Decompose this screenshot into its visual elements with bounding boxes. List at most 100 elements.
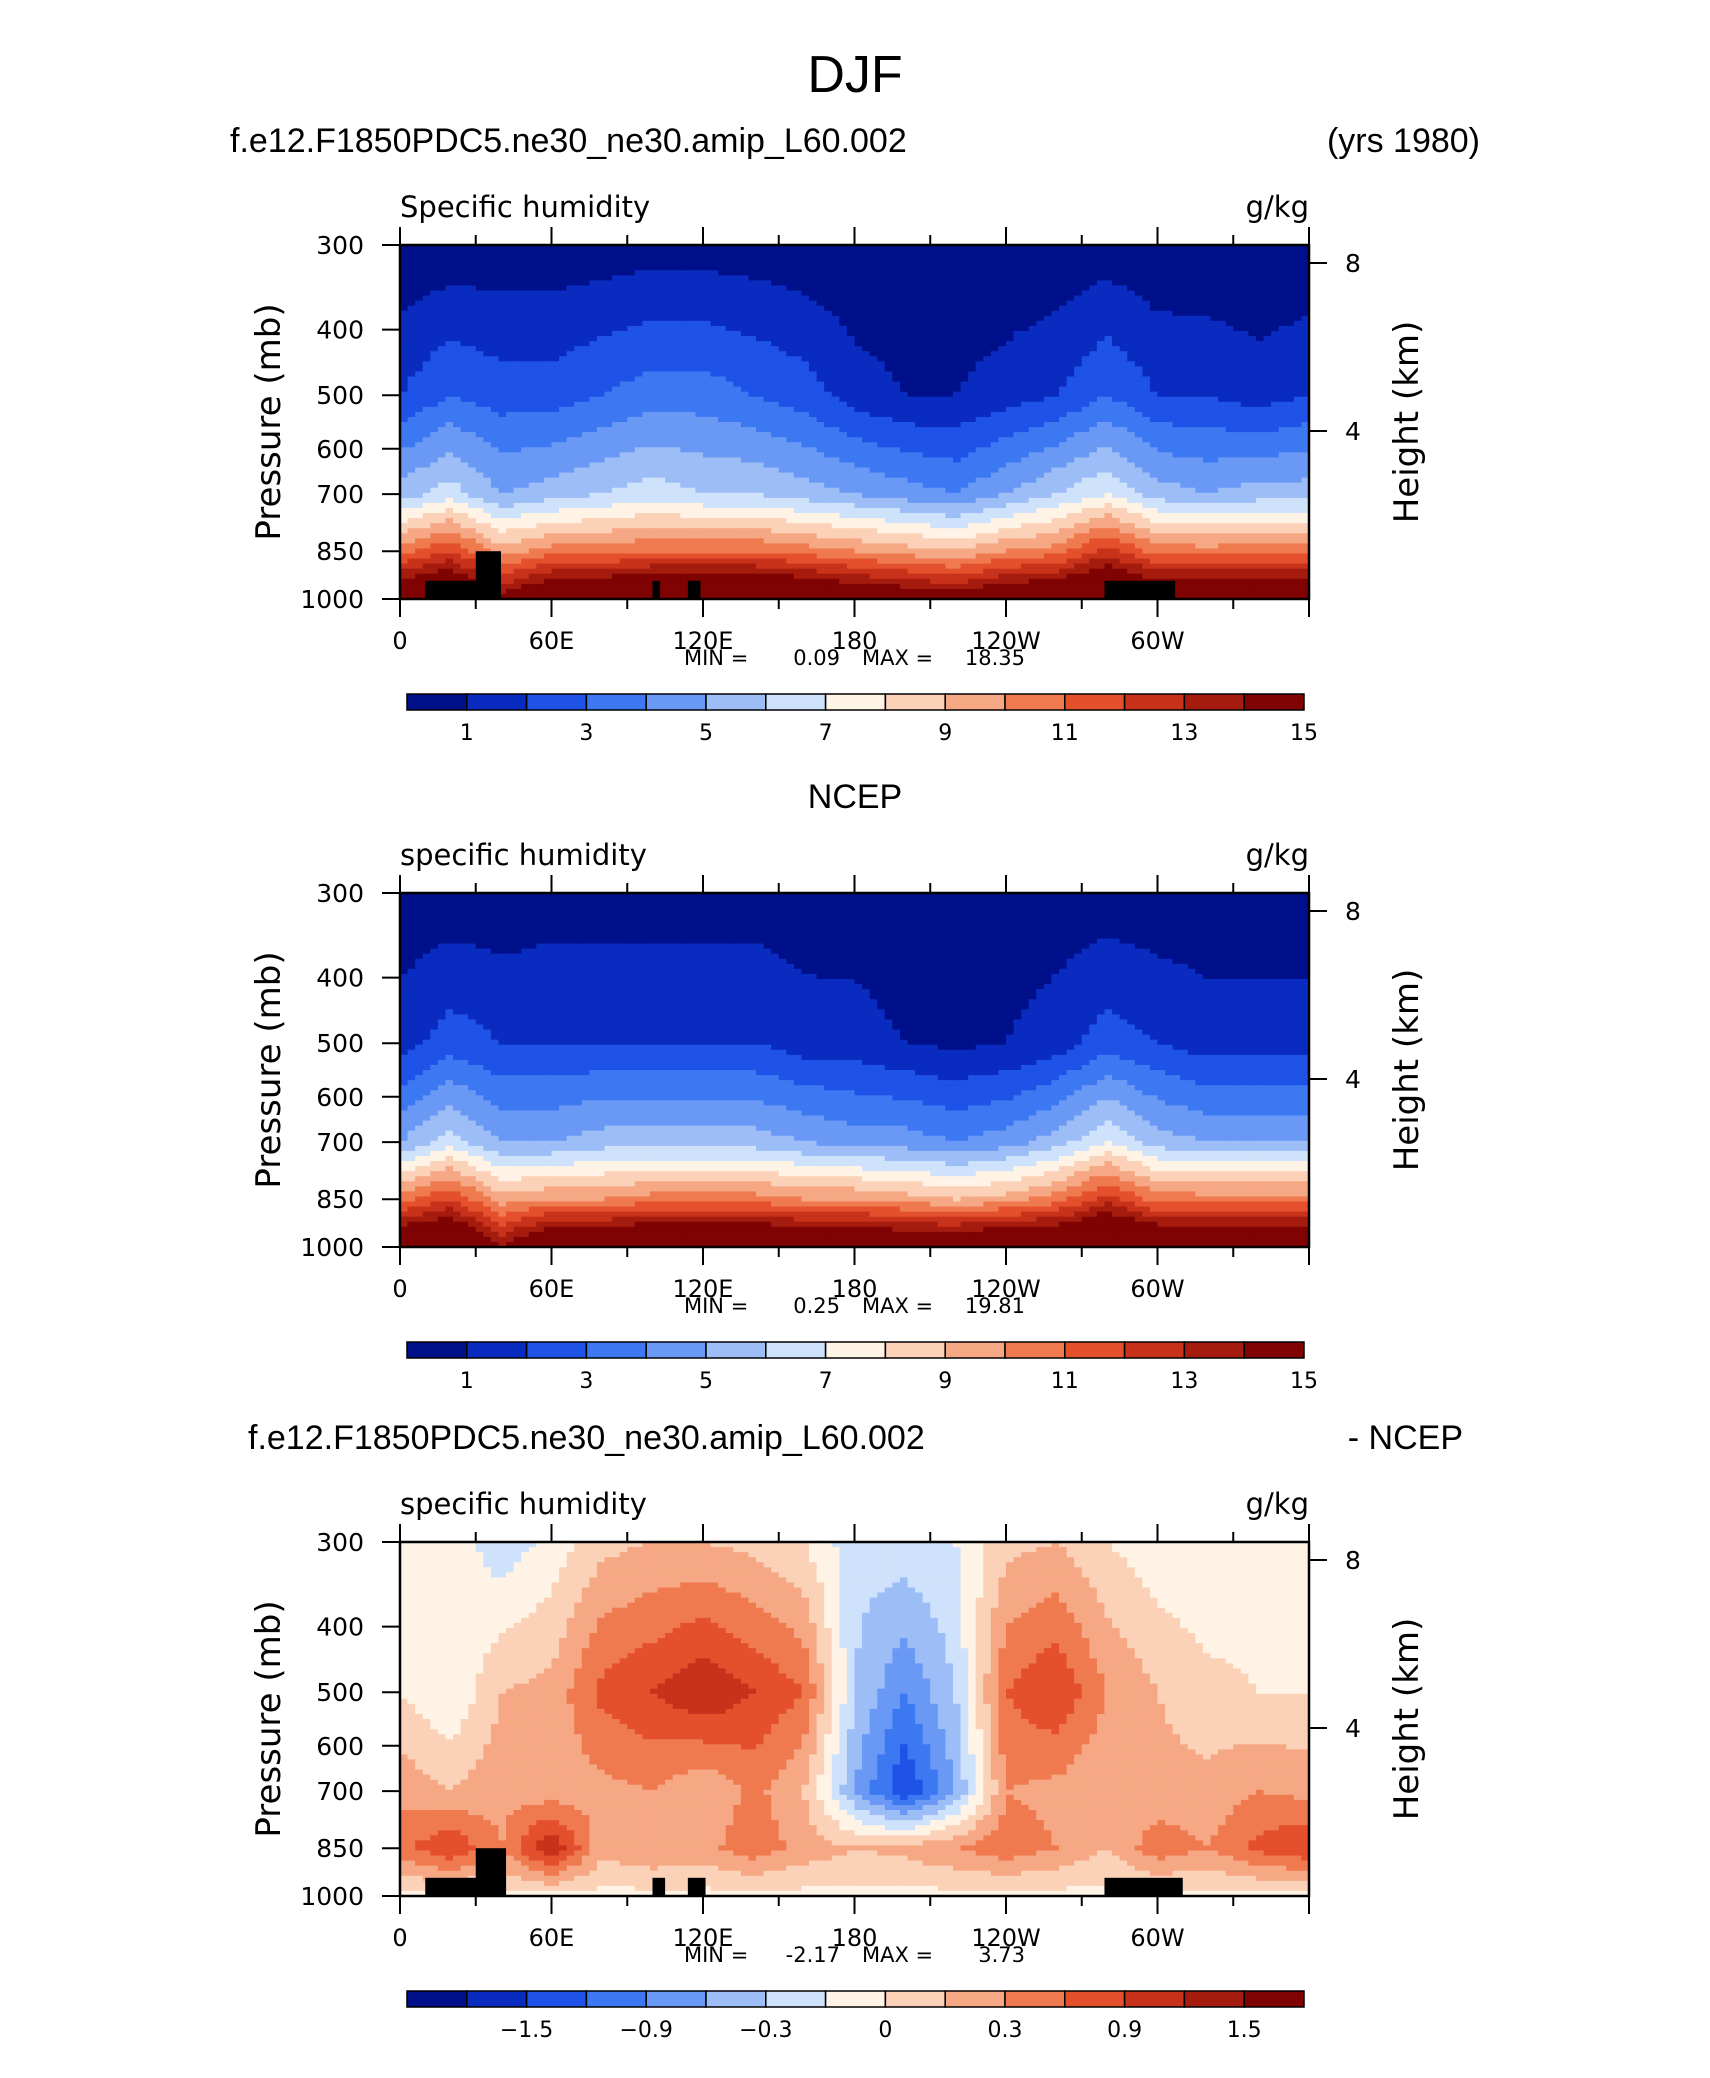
field-cell [793, 411, 803, 418]
field-cell [877, 573, 886, 580]
field-cell [846, 280, 856, 287]
field-cell [710, 300, 719, 307]
field-cell [778, 568, 787, 575]
field-cell [475, 416, 484, 423]
field-cell [718, 406, 727, 413]
field-cell [680, 285, 689, 292]
field-cell [733, 376, 742, 383]
field-cell [899, 300, 909, 307]
field-cell [733, 548, 742, 555]
field-cell [543, 492, 553, 499]
field-cell [703, 568, 712, 575]
field-cell [642, 427, 651, 433]
field-cell [498, 472, 507, 479]
field-cell [839, 401, 848, 408]
field-cell [415, 447, 424, 453]
field-cell [740, 401, 750, 408]
field-cell [756, 548, 765, 555]
field-cell [559, 513, 568, 519]
field-cell [543, 437, 553, 443]
field-cell [627, 573, 636, 580]
field-cell [793, 447, 803, 453]
field-cell [809, 330, 818, 337]
field-cell [801, 376, 810, 383]
field-cell [771, 275, 780, 281]
field-cell [915, 280, 924, 287]
field-cell [763, 467, 772, 474]
field-cell [422, 432, 431, 438]
field-cell [536, 411, 545, 418]
field-cell [521, 472, 530, 479]
field-cell [589, 452, 598, 458]
field-cell [899, 482, 909, 489]
field-cell [612, 563, 621, 570]
field-cell [733, 518, 742, 524]
field-cell [899, 305, 909, 312]
field-cell [437, 437, 447, 443]
field-cell [657, 487, 666, 494]
field-cell [430, 533, 439, 539]
field-cell [400, 391, 409, 398]
field-cell [543, 300, 553, 307]
field-cell [513, 543, 522, 550]
field-cell [907, 507, 916, 514]
field-cell [657, 452, 666, 458]
field-cell [801, 346, 810, 352]
field-cell [589, 411, 598, 418]
field-cell [892, 422, 901, 428]
field-cell [839, 285, 848, 292]
field-cell [475, 250, 484, 256]
field-cell [809, 507, 818, 514]
field-cell [801, 558, 810, 565]
field-cell [892, 427, 901, 433]
field-cell [589, 396, 598, 403]
field-cell [619, 255, 628, 261]
field-cell [793, 583, 803, 590]
field-cell [710, 482, 719, 489]
field-cell [513, 275, 522, 281]
field-cell [846, 518, 856, 524]
field-cell [884, 553, 893, 560]
field-cell [415, 593, 424, 600]
field-cell [468, 346, 477, 352]
field-cell [884, 558, 893, 565]
field-cell [596, 416, 606, 423]
field-cell [642, 361, 651, 367]
field-cell [528, 422, 537, 428]
field-cell [816, 558, 825, 565]
field-cell [649, 472, 659, 479]
field-cell [506, 366, 515, 373]
field-cell [627, 543, 636, 550]
field-cell [756, 487, 765, 494]
field-cell [786, 295, 795, 302]
field-cell [498, 325, 507, 332]
field-cell [877, 386, 886, 393]
field-cell [445, 320, 454, 327]
field-cell [422, 568, 431, 575]
field-cell [596, 290, 606, 297]
field-cell [899, 391, 909, 398]
field-cell [559, 376, 568, 383]
field-cell [506, 330, 515, 337]
field-cell [445, 270, 454, 276]
field-cell [551, 411, 560, 418]
field-cell [718, 472, 727, 479]
field-cell [407, 310, 416, 317]
field-cell [839, 472, 848, 479]
field-cell [400, 330, 409, 337]
field-cell [793, 538, 803, 544]
field-cell [596, 422, 606, 428]
field-cell [725, 391, 734, 398]
field-cell [604, 411, 613, 418]
field-cell [672, 416, 681, 423]
field-cell [430, 300, 439, 307]
field-cell [680, 381, 689, 388]
field-cell [831, 548, 840, 555]
field-cell [725, 513, 734, 519]
field-cell [506, 442, 515, 448]
field-cell [437, 432, 447, 438]
field-cell [581, 265, 590, 271]
field-cell [695, 391, 704, 398]
field-cell [884, 518, 893, 524]
field-cell [634, 280, 644, 287]
